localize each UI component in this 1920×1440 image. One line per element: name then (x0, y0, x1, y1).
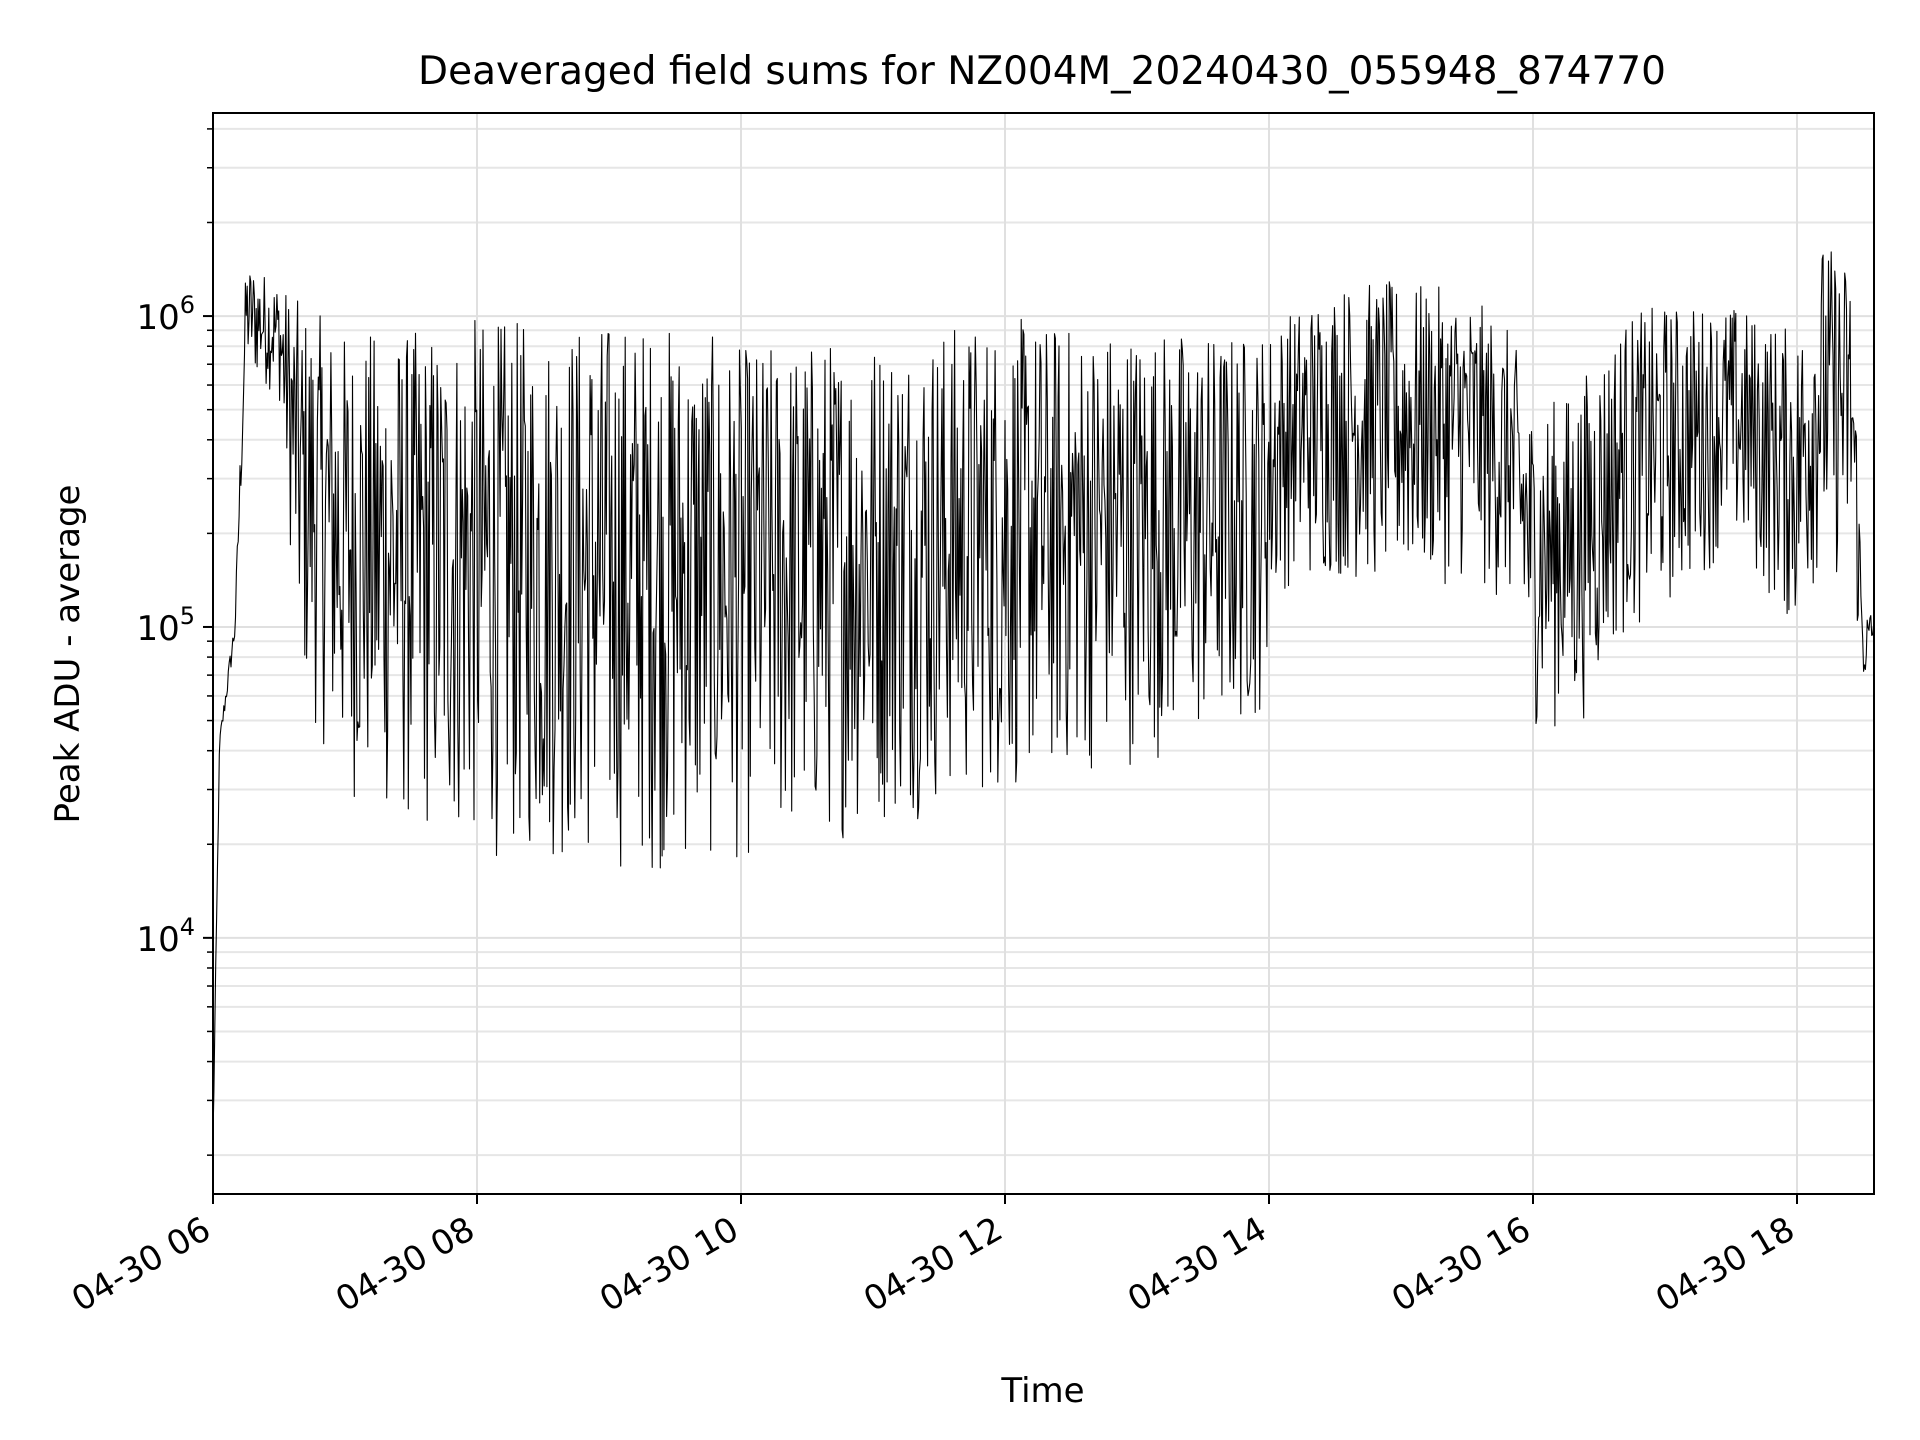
series-line (212, 251, 1875, 1136)
y-axis-label: Peak ADU - average (48, 485, 88, 824)
grid-lines (212, 113, 1874, 1194)
y-tick-label: 105 (136, 602, 195, 649)
y-tick-label: 104 (136, 913, 195, 960)
y-tick-label: 106 (136, 291, 195, 338)
chart-title: Deaveraged field sums for NZ004M_2024043… (418, 49, 1666, 94)
series-group (212, 251, 1875, 1136)
y-axis: 104 105 106 (136, 128, 213, 1156)
plot-frame (212, 112, 1875, 1195)
x-axis-label: Time (1000, 1371, 1084, 1411)
